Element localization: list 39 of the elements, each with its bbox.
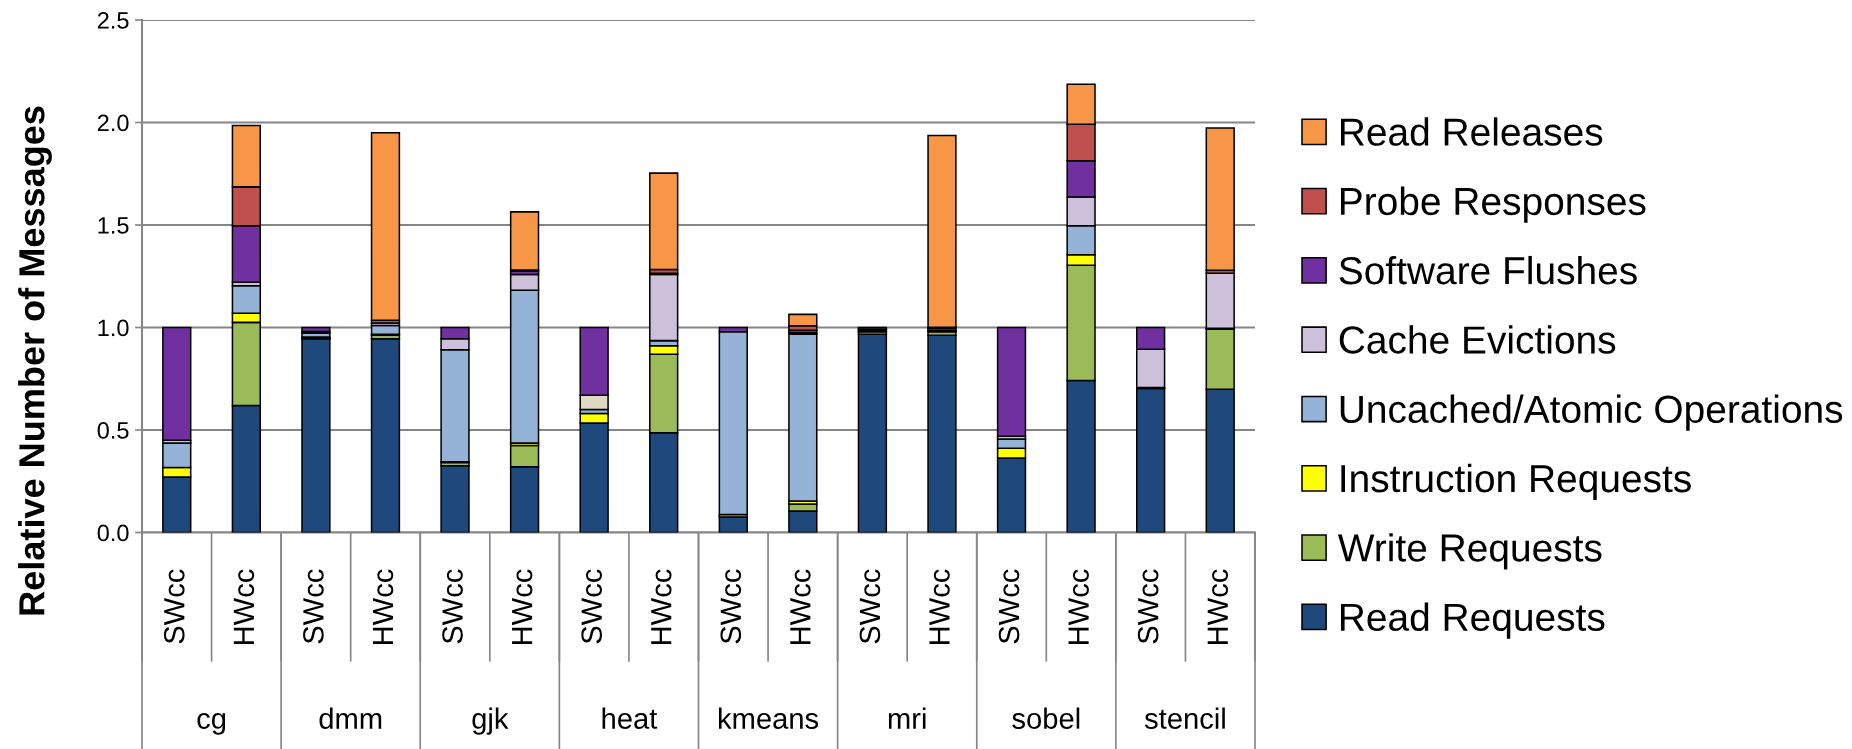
text: mri <box>888 707 926 729</box>
y-tick-label: 2.5 <box>97 12 129 29</box>
x-tick-label: SWcc <box>581 569 602 644</box>
legend-label: Instruction Requests <box>1341 463 1691 501</box>
text: heat <box>602 707 658 729</box>
x-tick-label: HWcc <box>512 569 533 644</box>
y-tick-label: 2.0 <box>97 114 129 132</box>
x-tick-label: SWcc <box>442 569 463 644</box>
x-tick-label: HWcc <box>1068 569 1089 644</box>
legend-label: Software Flushes <box>1339 255 1637 285</box>
x-tick-label: HWcc <box>372 569 394 644</box>
legend-label: Read Releases <box>1340 117 1603 146</box>
y-tick-label: 0.5 <box>97 422 129 439</box>
x-tick-label: SWcc <box>859 569 881 644</box>
y-tick-label: 1.0 <box>98 319 129 337</box>
y-tick-label: 0.0 <box>97 524 129 542</box>
legend-label: Read Requests <box>1340 602 1605 639</box>
x-tick-label: HWcc <box>233 569 255 644</box>
text: sobel <box>1012 707 1080 729</box>
legend-label: Uncached/Atomic Operations <box>1340 394 1843 431</box>
y-axis-title: Relative Number of Messages <box>18 106 52 615</box>
text: dmm <box>319 707 382 729</box>
x-tick-label: SWcc <box>998 569 1020 644</box>
y-tick-label: 1.5 <box>98 217 129 234</box>
text: gjk <box>472 707 509 735</box>
text: cg <box>197 712 226 735</box>
text: stencil <box>1144 707 1225 729</box>
legend-label: Probe Responses <box>1340 186 1646 223</box>
x-tick-label: SWcc <box>1137 569 1159 644</box>
legend-label: Write Requests <box>1337 533 1602 570</box>
x-tick-label: HWcc <box>1207 569 1229 644</box>
x-tick-label: SWcc <box>303 569 324 644</box>
x-tick-label: HWcc <box>929 569 950 644</box>
x-tick-label: SWcc <box>720 569 742 644</box>
x-tick-label: SWcc <box>163 569 185 644</box>
x-tick-label: HWcc <box>790 569 811 644</box>
x-tick-label: HWcc <box>651 569 672 644</box>
legend-label: Cache Evictions <box>1339 325 1616 354</box>
text: kmeans <box>718 707 819 729</box>
